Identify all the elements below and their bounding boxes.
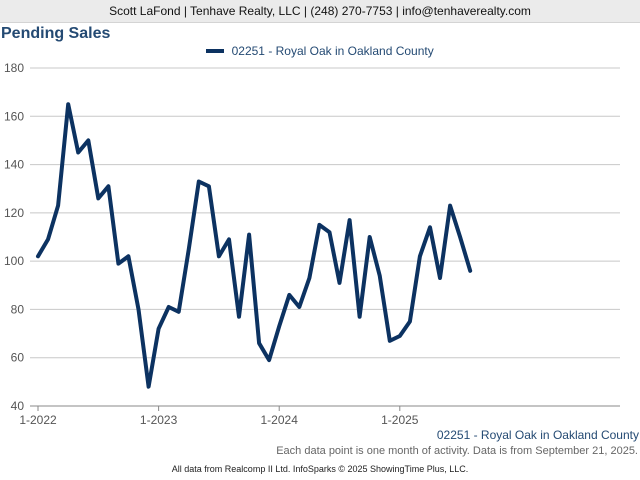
y-tick-label: 40 [11,399,25,413]
agent-contact-header: Scott LaFond | Tenhave Realty, LLC | (24… [0,0,640,23]
y-tick-label: 120 [4,206,24,220]
data-note: Each data point is one month of activity… [276,445,638,457]
y-tick-label: 60 [11,351,25,365]
legend-series-label: 02251 - Royal Oak in Oakland County [231,44,434,58]
x-tick-label: 1-2025 [381,413,419,427]
footer-series-label: 02251 - Royal Oak in Oakland County [436,428,639,442]
chart-legend[interactable]: 02251 - Royal Oak in Oakland County [0,44,640,58]
agent-contact-text: Scott LaFond | Tenhave Realty, LLC | (24… [109,4,531,18]
x-tick-label: 1-2022 [19,413,57,427]
y-tick-label: 140 [4,158,24,172]
y-tick-label: 180 [4,61,24,75]
x-tick-label: 1-2023 [140,413,178,427]
data-credit: All data from Realcomp II Ltd. InfoSpark… [171,464,469,474]
series-line [36,102,473,389]
x-tick-label: 1-2024 [261,413,299,427]
legend-line-swatch [206,48,225,53]
chart-title: Pending Sales [1,25,111,42]
y-tick-label: 160 [4,109,24,123]
y-tick-label: 100 [4,254,24,268]
y-tick-label: 80 [11,302,25,316]
